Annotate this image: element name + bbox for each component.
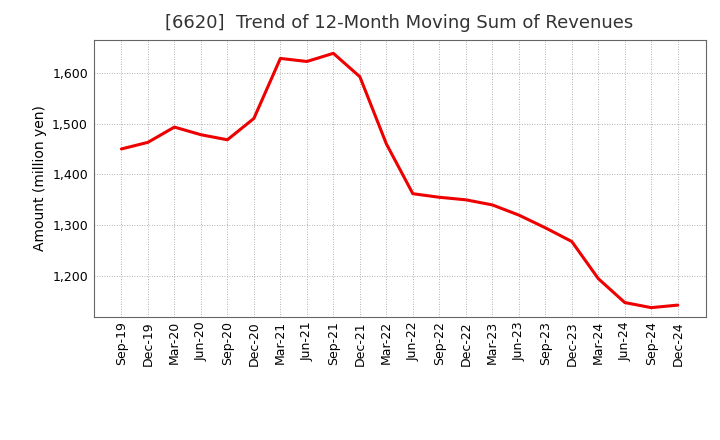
Y-axis label: Amount (million yen): Amount (million yen) [32,105,47,251]
Title: [6620]  Trend of 12-Month Moving Sum of Revenues: [6620] Trend of 12-Month Moving Sum of R… [166,15,634,33]
